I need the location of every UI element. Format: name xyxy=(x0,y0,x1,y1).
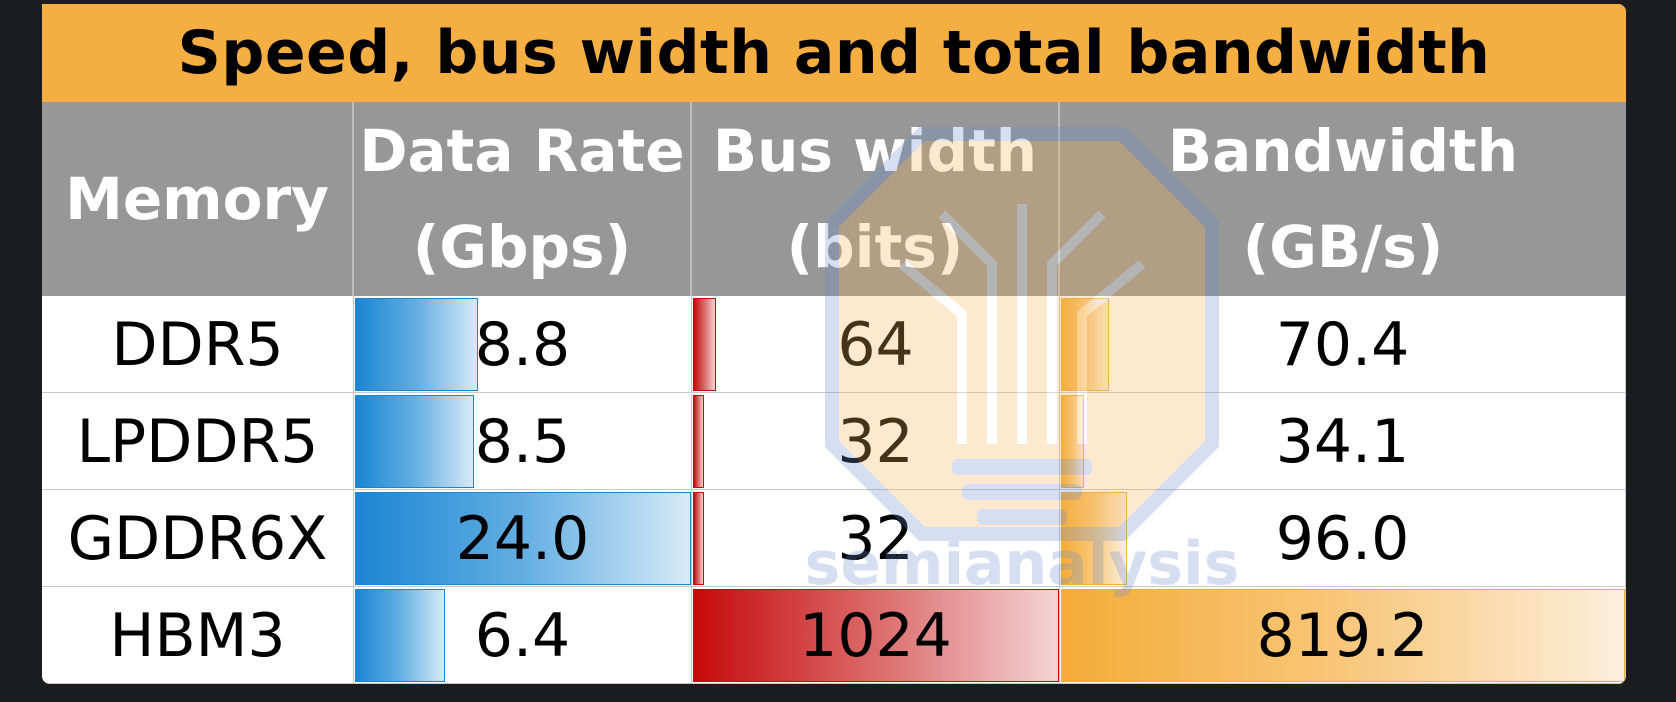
bw-data-bar xyxy=(1061,589,1625,682)
rate-value: 8.5 xyxy=(474,406,571,477)
rate-data-bar xyxy=(355,589,445,682)
table-row: DDR5 8.8 64 70.4 xyxy=(42,296,1626,393)
header-bw-line: Bandwidth xyxy=(1167,117,1519,185)
table-body: DDR5 8.8 64 70.4 LPDDR5 8.5 32 34.1 GDDR6X 24.0 32… xyxy=(42,296,1626,684)
memory-name: HBM3 xyxy=(109,600,286,671)
memory-cell: GDDR6X xyxy=(42,490,354,587)
memory-cell: LPDDR5 xyxy=(42,393,354,490)
header-rate-line: Data Rate xyxy=(359,117,685,185)
bw-cell: 819.2 xyxy=(1060,587,1626,684)
memory-cell: HBM3 xyxy=(42,587,354,684)
bus-cell: 32 xyxy=(692,393,1060,490)
bus-data-bar xyxy=(693,298,716,391)
table-row: LPDDR5 8.5 32 34.1 xyxy=(42,393,1626,490)
header-memory-line: Memory xyxy=(65,165,329,233)
bw-value: 70.4 xyxy=(1275,309,1410,380)
header-rate: Data Rate (Gbps) xyxy=(354,102,692,296)
bw-value: 96.0 xyxy=(1275,503,1410,574)
rate-value: 8.8 xyxy=(474,309,571,380)
bus-cell: 64 xyxy=(692,296,1060,393)
rate-value: 24.0 xyxy=(455,503,590,574)
rate-cell: 8.5 xyxy=(354,393,692,490)
bus-cell: 1024 xyxy=(692,587,1060,684)
rate-data-bar xyxy=(355,395,474,488)
rate-data-bar xyxy=(355,492,691,585)
bw-data-bar xyxy=(1061,492,1127,585)
header-bw: Bandwidth (GB/s) xyxy=(1060,102,1626,296)
header-bus: Bus width (bits) xyxy=(692,102,1060,296)
bus-data-bar xyxy=(693,492,704,585)
header-memory: Memory xyxy=(42,102,354,296)
bw-data-bar xyxy=(1061,395,1084,488)
bus-data-bar xyxy=(693,589,1059,682)
bus-cell: 32 xyxy=(692,490,1060,587)
bus-data-bar xyxy=(693,395,704,488)
rate-cell: 6.4 xyxy=(354,587,692,684)
bw-cell: 34.1 xyxy=(1060,393,1626,490)
header-rate-line: (Gbps) xyxy=(412,213,632,281)
bw-value: 34.1 xyxy=(1275,406,1410,477)
table-title: Speed, bus width and total bandwidth xyxy=(42,4,1626,102)
header-row: Memory Data Rate (Gbps) Bus width (bits) Band… xyxy=(42,102,1626,296)
memory-name: GDDR6X xyxy=(67,503,328,574)
memory-name: LPDDR5 xyxy=(76,406,319,477)
rate-data-bar xyxy=(355,298,478,391)
table-row: GDDR6X 24.0 32 96.0 xyxy=(42,490,1626,587)
bus-value: 1024 xyxy=(799,600,952,671)
bw-data-bar xyxy=(1061,298,1109,391)
table-row: HBM3 6.4 1024 819.2 xyxy=(42,587,1626,684)
rate-cell: 8.8 xyxy=(354,296,692,393)
header-bus-line: Bus width xyxy=(712,117,1038,185)
rate-cell: 24.0 xyxy=(354,490,692,587)
bw-value: 819.2 xyxy=(1256,600,1429,671)
bus-value: 32 xyxy=(837,503,914,574)
bw-cell: 96.0 xyxy=(1060,490,1626,587)
bw-cell: 70.4 xyxy=(1060,296,1626,393)
table-panel: Speed, bus width and total bandwidth Mem… xyxy=(42,4,1626,684)
rate-value: 6.4 xyxy=(474,600,571,671)
header-bw-line: (GB/s) xyxy=(1242,213,1444,281)
memory-name: DDR5 xyxy=(111,309,284,380)
bus-value: 64 xyxy=(837,309,914,380)
bus-value: 32 xyxy=(837,406,914,477)
header-bus-line: (bits) xyxy=(786,213,964,281)
memory-cell: DDR5 xyxy=(42,296,354,393)
